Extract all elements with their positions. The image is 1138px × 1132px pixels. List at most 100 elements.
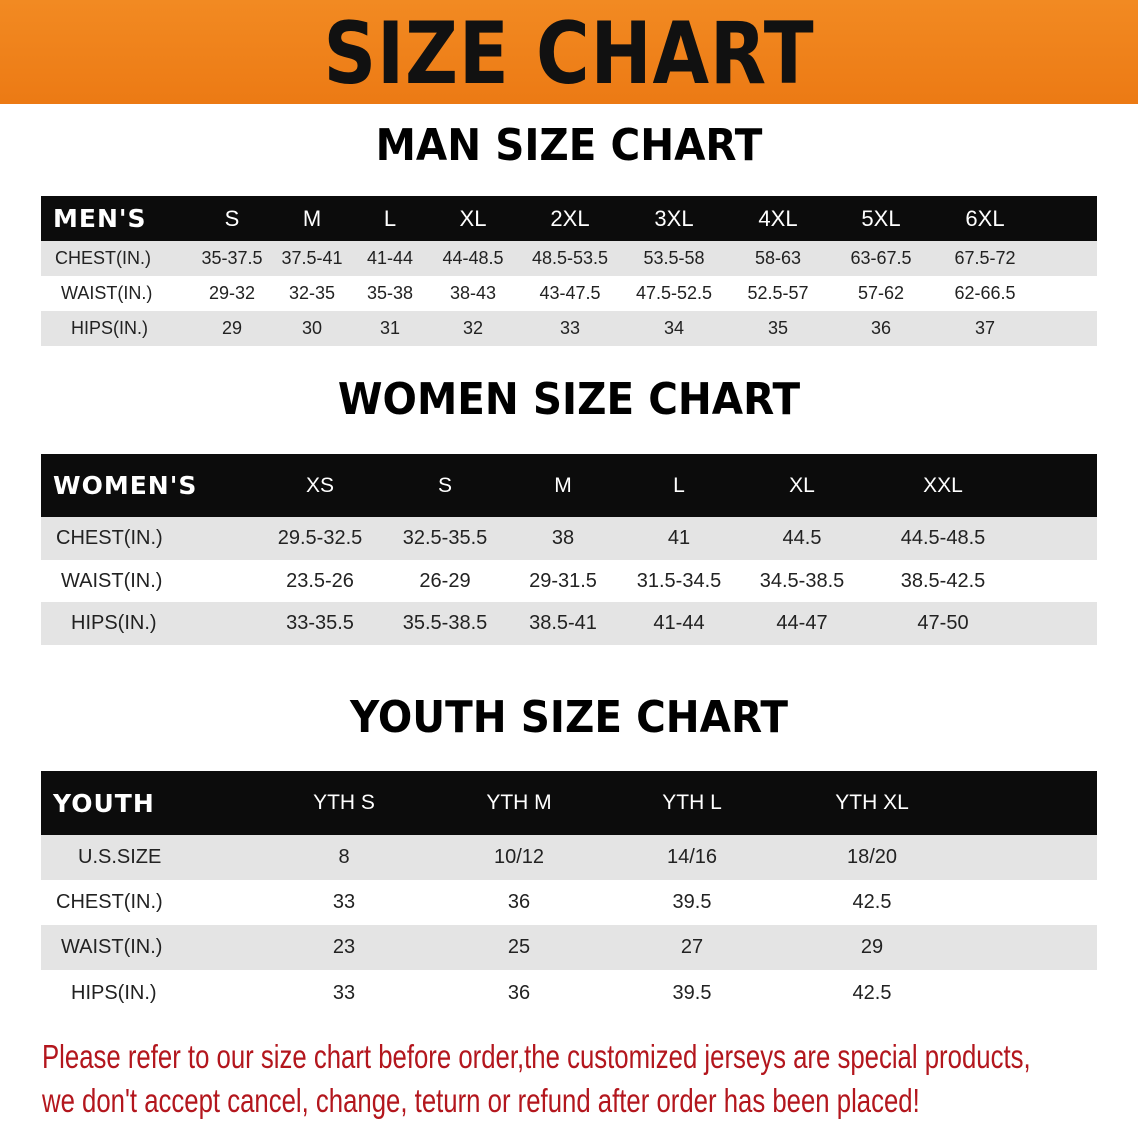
measurement-cell: 58-63 [754,248,802,268]
size-column-header: 5XL [861,205,901,231]
measurement-cell: 37.5-41 [281,248,343,268]
measurement-cell: 39.5 [672,982,712,1004]
size-column-header: S [437,473,453,497]
notice-line-2: we don't accept cancel, change, teturn o… [42,1082,920,1119]
measurement-cell: 39.5 [672,891,712,913]
table-row: HIPS(IN.) 29 30 31 32 33 34 35 36 37 [41,311,1097,346]
row-label: WAIST(IN.) [61,936,163,958]
measurement-cell: 43-47.5 [539,283,601,303]
row-label: HIPS(IN.) [71,318,149,338]
row-label: CHEST(IN.) [56,527,163,549]
measurement-cell: 14/16 [666,846,718,868]
measurement-cell: 35-37.5 [201,248,263,268]
measurement-cell: 23 [332,936,356,958]
measurement-cell: 29-32 [208,283,256,303]
women-size-table: WOMEN'S XS S M L XL XXL CHEST(IN.) 29.5-32.5 32.5… [41,454,1097,645]
size-column-header: 4XL [758,205,798,231]
measurement-cell: 36 [870,318,892,338]
measurement-cell: 47-50 [917,612,969,634]
size-column-header: XXL [923,473,963,497]
measurement-cell: 25 [507,936,531,958]
measurement-cell: 44-47 [776,612,828,634]
measurement-cell: 42.5 [852,982,892,1004]
measurement-cell: 42.5 [852,891,892,913]
table-header-row: MEN'S S M L XL 2XL 3XL 4XL 5XL 6XL [41,196,1097,241]
size-column-header: XL [789,473,815,497]
table-row: CHEST(IN.) 35-37.5 37.5-41 41-44 44-48.5 48.5… [41,241,1097,276]
row-label: WAIST(IN.) [61,569,163,592]
measurement-cell: 67.5-72 [954,248,1016,268]
measurement-cell: 32 [462,318,484,338]
size-column-header: YTH M [486,791,552,814]
table-header-row: WOMEN'S XS S M L XL XXL [41,454,1097,517]
row-label: HIPS(IN.) [71,982,157,1004]
measurement-cell: 35.5-38.5 [402,612,488,634]
measurement-cell: 41-44 [366,248,414,268]
measurement-cell: 53.5-58 [643,248,705,268]
size-column-header: M [554,473,572,497]
notice-line-1: Please refer to our size chart before or… [42,1038,1031,1075]
table-row: HIPS(IN.) 33-35.5 35.5-38.5 38.5-41 41-44 44-… [41,602,1097,645]
measurement-cell: 52.5-57 [747,283,809,303]
measurement-cell: 37 [974,318,996,338]
size-column-header: YTH L [662,791,722,814]
size-column-header: L [673,473,685,497]
measurement-cell: 34.5-38.5 [759,569,845,592]
measurement-cell: 33-35.5 [286,612,354,634]
row-label: U.S.SIZE [78,846,162,868]
measurement-cell: 44-48.5 [442,248,504,268]
women-section-title: WOMEN SIZE CHART [337,374,801,425]
table-row: HIPS(IN.) 33 36 39.5 42.5 [41,970,1097,1017]
banner-title: SIZE CHART [323,4,815,104]
measurement-cell: 38-43 [449,283,497,303]
measurement-cell: 8 [338,846,350,868]
table-row: WAIST(IN.) 23.5-26 26-29 29-31.5 31.5-34.5 34… [41,560,1097,602]
measurement-cell: 41-44 [653,612,705,634]
measurement-cell: 35 [767,318,789,338]
youth-size-table: YOUTH YTH S YTH M YTH L YTH XL U.S.SIZE 8 10/12… [41,771,1097,1017]
measurement-cell: 30 [301,318,323,338]
table-row: CHEST(IN.) 33 36 39.5 42.5 [41,880,1097,925]
measurement-cell: 32-35 [288,283,336,303]
measurement-cell: 33 [332,982,356,1004]
measurement-cell: 36 [507,982,531,1004]
row-label: CHEST(IN.) [55,248,151,268]
measurement-cell: 10/12 [493,846,545,868]
measurement-cell: 36 [507,891,531,913]
measurement-cell: 63-67.5 [850,248,912,268]
table-corner-label: WOMEN'S [53,471,198,500]
measurement-cell: 33 [559,318,581,338]
table-row: U.S.SIZE 8 10/12 14/16 18/20 [41,835,1097,880]
men-section-title: MAN SIZE CHART [375,120,763,171]
row-label: CHEST(IN.) [56,891,163,913]
size-column-header: 6XL [965,205,1005,231]
table-corner-label: MEN'S [53,204,147,233]
banner: SIZE CHART [0,0,1138,104]
men-size-table: MEN'S S M L XL 2XL 3XL 4XL 5XL 6XL CHEST(IN.) 35-37… [41,196,1097,346]
size-column-header: YTH S [313,791,375,814]
size-column-header: XS [305,473,335,497]
size-column-header: L [383,205,397,231]
measurement-cell: 35-38 [366,283,414,303]
measurement-cell: 34 [663,318,685,338]
table-row: WAIST(IN.) 23 25 27 29 [41,925,1097,970]
table-corner-label: YOUTH [53,788,155,818]
measurement-cell: 31.5-34.5 [636,569,722,592]
measurement-cell: 27 [680,936,704,958]
measurement-cell: 44.5-48.5 [900,527,986,549]
measurement-cell: 38 [551,527,575,549]
size-column-header: 3XL [654,205,694,231]
measurement-cell: 29-31.5 [529,569,597,592]
table-row: WAIST(IN.) 29-32 32-35 35-38 38-43 43-47.5 47.… [41,276,1097,311]
size-column-header: M [302,205,322,231]
table-header-row: YOUTH YTH S YTH M YTH L YTH XL [41,771,1097,835]
measurement-cell: 62-66.5 [954,283,1016,303]
measurement-cell: 32.5-35.5 [402,527,488,549]
row-label: HIPS(IN.) [71,612,157,634]
size-column-header: XL [459,205,487,231]
measurement-cell: 23.5-26 [286,569,354,592]
table-row: CHEST(IN.) 29.5-32.5 32.5-35.5 38 41 44.5 44.5… [41,517,1097,560]
size-column-header: YTH XL [835,791,909,814]
row-label: WAIST(IN.) [61,283,153,303]
measurement-cell: 38.5-41 [529,612,597,634]
